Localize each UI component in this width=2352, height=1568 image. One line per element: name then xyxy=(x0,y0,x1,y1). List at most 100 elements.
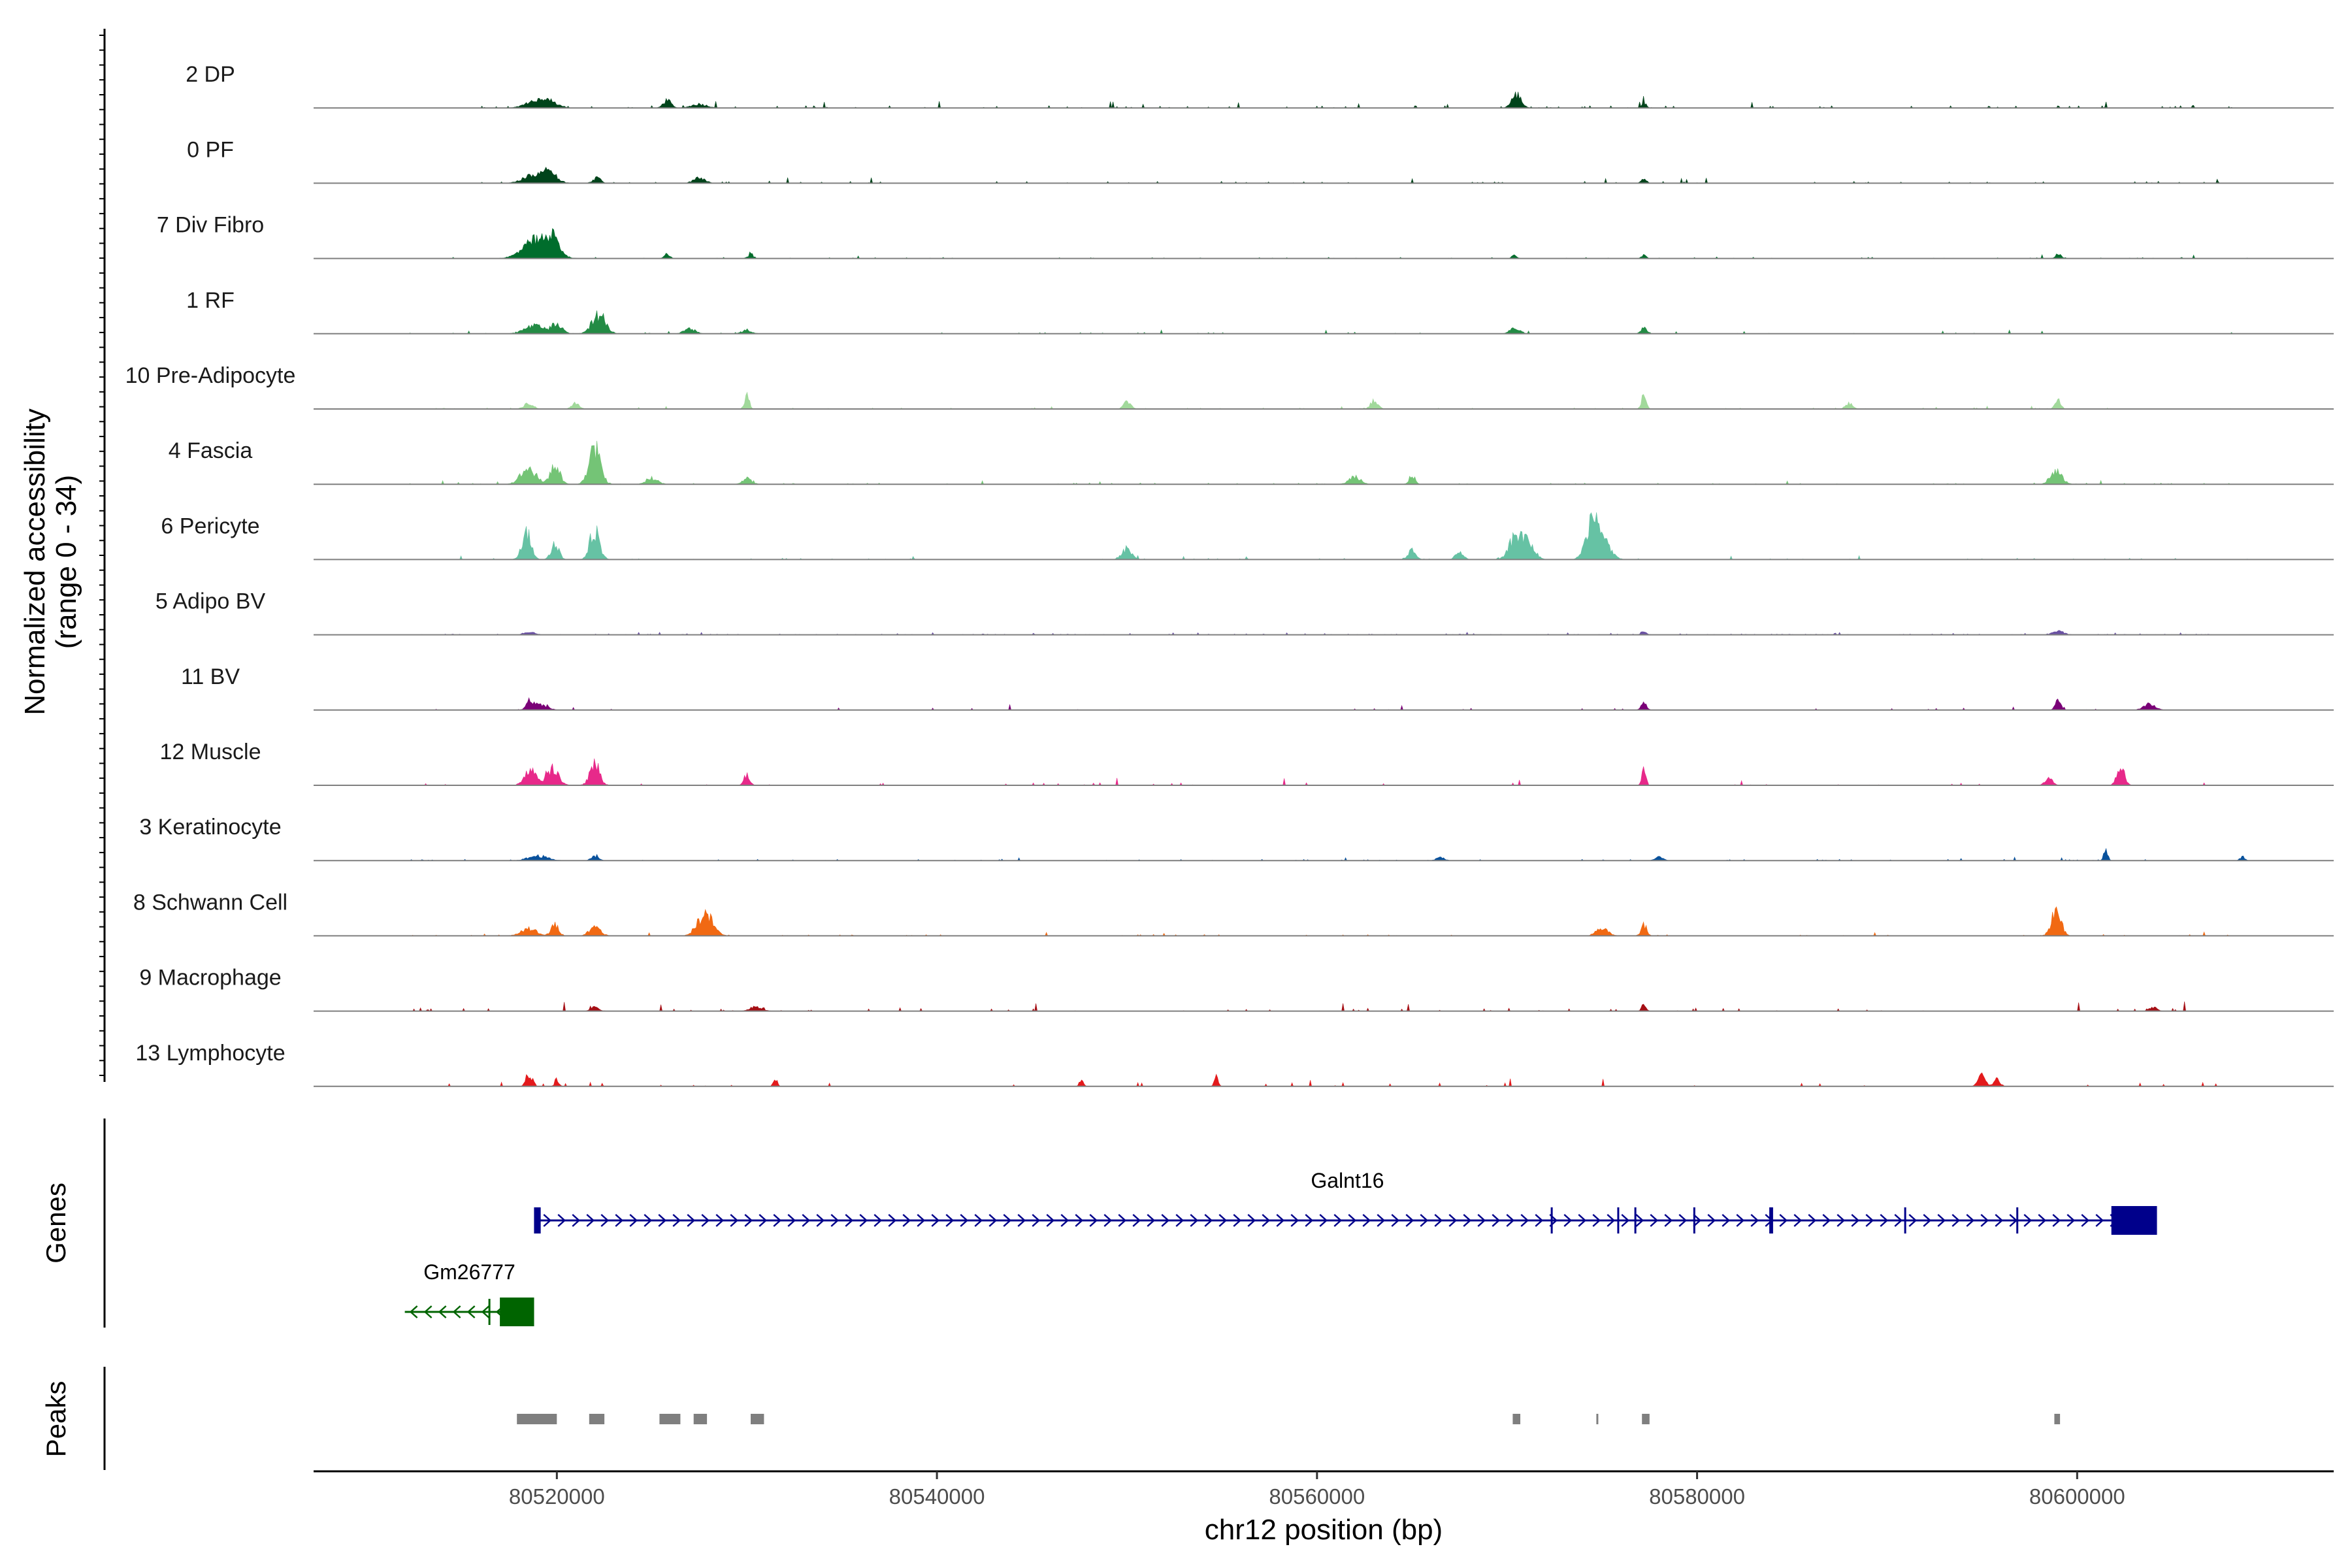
strand-arrow xyxy=(1664,1214,1673,1227)
coverage-area xyxy=(404,759,2249,786)
strand-arrow xyxy=(1132,1214,1141,1227)
x-tick-label: 80520000 xyxy=(509,1484,605,1509)
track-label: 2 DP xyxy=(186,62,235,87)
strand-arrow xyxy=(1147,1214,1156,1227)
strand-arrow xyxy=(2081,1214,2090,1227)
track-7-div-fibro: 7 Div Fibro xyxy=(157,213,2334,259)
strand-arrow xyxy=(1319,1214,1328,1227)
track-11-bv: 11 BV xyxy=(181,664,2334,711)
track-5-adipo-bv: 5 Adipo BV xyxy=(155,589,2334,636)
exon xyxy=(1550,1207,1553,1233)
track-6-pericyte: 6 Pericyte xyxy=(161,512,2334,561)
x-axis-title: chr12 position (bp) xyxy=(1205,1514,1443,1546)
coverage-area xyxy=(404,906,2249,936)
track-2-dp: 2 DP xyxy=(186,62,2334,109)
strand-arrow xyxy=(1923,1214,1932,1227)
strand-arrow xyxy=(888,1214,897,1227)
exon xyxy=(488,1299,491,1325)
strand-arrow xyxy=(1506,1214,1515,1227)
strand-arrow xyxy=(1995,1214,2004,1227)
strand-arrow xyxy=(1276,1214,1285,1227)
strand-arrow xyxy=(730,1214,739,1227)
strand-arrow xyxy=(2066,1214,2076,1227)
exon xyxy=(1693,1207,1695,1233)
strand-arrow xyxy=(1793,1214,1803,1227)
x-axis: 80520000 80540000 80560000 80580000 80600000… xyxy=(314,1470,2334,1546)
strand-arrow xyxy=(1865,1214,1874,1227)
strand-arrow xyxy=(1650,1214,1659,1227)
strand-arrow xyxy=(1247,1214,1256,1227)
strand-arrow xyxy=(701,1214,710,1227)
strand-arrow xyxy=(1937,1214,1946,1227)
coverage-area xyxy=(404,512,2249,560)
strand-arrow xyxy=(1980,1214,1989,1227)
strand-arrow xyxy=(830,1214,840,1227)
strand-arrow xyxy=(1535,1214,1544,1227)
track-label: 10 Pre-Adipocyte xyxy=(125,363,296,388)
track-label: 3 Keratinocyte xyxy=(139,815,281,840)
exon xyxy=(1617,1207,1620,1233)
y-axis-title-line1: Normalized accessibility xyxy=(19,408,51,715)
strand-arrow xyxy=(1635,1214,1644,1227)
strand-arrow xyxy=(744,1214,753,1227)
strand-arrow xyxy=(988,1214,998,1227)
gene-features: Galnt16 Gm26777 xyxy=(404,1169,2157,1326)
strand-arrow xyxy=(1808,1214,1817,1227)
track-label: 0 PF xyxy=(187,137,234,162)
x-ticks: 80520000 80540000 80560000 80580000 80600000 xyxy=(509,1471,2125,1509)
track-label: 7 Div Fibro xyxy=(157,213,264,238)
y-axis-title-line2: (range 0 - 34) xyxy=(50,475,82,649)
strand-arrow xyxy=(1204,1214,1213,1227)
strand-arrow xyxy=(1592,1214,1601,1227)
track-label: 4 Fascia xyxy=(169,438,253,463)
track-9-macrophage: 9 Macrophage xyxy=(139,966,2334,1012)
gene-galnt16: Galnt16 xyxy=(534,1169,2157,1235)
exon xyxy=(500,1298,534,1326)
track-3-keratinocyte: 3 Keratinocyte xyxy=(139,815,2334,862)
strand-arrow xyxy=(773,1214,782,1227)
strand-arrow xyxy=(1003,1214,1012,1227)
coverage-area xyxy=(404,847,2249,861)
strand-arrow xyxy=(2038,1214,2047,1227)
track-label: 11 BV xyxy=(181,664,240,689)
exon xyxy=(1904,1207,1906,1233)
track-label: 6 Pericyte xyxy=(161,514,259,538)
strand-arrow xyxy=(1693,1214,1702,1227)
coverage-area xyxy=(404,1002,2249,1012)
strand-arrow xyxy=(1908,1214,1918,1227)
strand-arrow xyxy=(1492,1214,1501,1227)
coverage-area xyxy=(404,697,2249,711)
strand-arrow xyxy=(2023,1214,2033,1227)
strand-arrow xyxy=(1822,1214,1831,1227)
strand-arrow xyxy=(2095,1214,2104,1227)
strand-arrow xyxy=(1779,1214,1788,1227)
strand-arrow xyxy=(543,1214,552,1227)
strand-arrow xyxy=(481,1305,490,1318)
strand-arrow xyxy=(1894,1214,1903,1227)
strand-arrow xyxy=(1290,1214,1299,1227)
track-label: 9 Macrophage xyxy=(139,966,281,990)
strand-arrow xyxy=(845,1214,854,1227)
strand-arrow xyxy=(1563,1214,1573,1227)
genes-panel: Genes Galnt16 Gm26777 xyxy=(41,1119,2157,1328)
strand-arrow xyxy=(1391,1214,1400,1227)
strand-arrow xyxy=(1520,1214,1529,1227)
x-tick-label: 80560000 xyxy=(1269,1484,1365,1509)
peak-region xyxy=(1596,1414,1599,1424)
left-y-axis xyxy=(99,29,106,1082)
strand-arrow xyxy=(1362,1214,1371,1227)
strand-arrow xyxy=(917,1214,926,1227)
track-8-schwann-cell: 8 Schwann Cell xyxy=(133,890,2334,937)
x-tick-label: 80580000 xyxy=(1649,1484,1745,1509)
strand-arrow xyxy=(1837,1214,1846,1227)
peak-region xyxy=(659,1414,681,1424)
peak-region xyxy=(751,1414,764,1424)
peaks-panel-label: Peaks xyxy=(41,1381,71,1458)
strand-arrow xyxy=(902,1214,911,1227)
strand-arrow xyxy=(1880,1214,1889,1227)
coverage-area xyxy=(404,630,2249,635)
strand-arrow xyxy=(1075,1214,1084,1227)
exon xyxy=(2016,1207,2019,1233)
coverage-area xyxy=(404,391,2249,410)
